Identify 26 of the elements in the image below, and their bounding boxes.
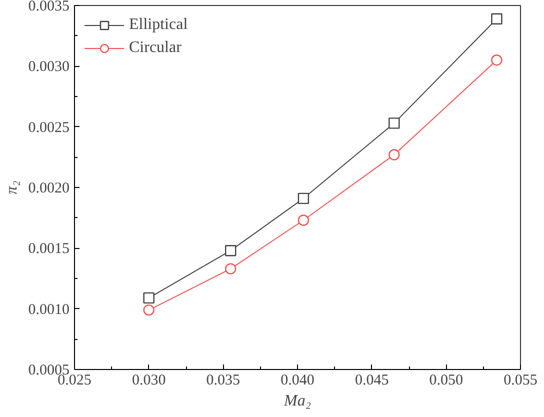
point	[298, 214, 310, 226]
point	[491, 54, 502, 66]
y-tick-label: 0.0020	[28, 180, 70, 196]
point	[225, 244, 236, 256]
point	[143, 292, 154, 304]
point	[225, 263, 236, 274]
y-tick-label: 0.0015	[28, 241, 70, 258]
point	[298, 192, 310, 204]
y-tick-label: 0.0010	[28, 302, 70, 318]
x-axis-title: Ma₂	[283, 392, 312, 410]
x-tick-label: 0.045	[354, 372, 389, 388]
x-tick-label: 0.055	[504, 372, 538, 388]
point	[388, 149, 400, 160]
x-tick-label: 0.050	[429, 372, 464, 388]
x-tick-label: 0.030	[132, 372, 166, 388]
x-tick-label: 0.035	[206, 372, 240, 388]
point	[491, 13, 502, 24]
y-tick-label: 0.0030	[28, 59, 70, 76]
y-axis-title: π₂	[3, 180, 20, 194]
legend-label: Circular	[129, 39, 182, 57]
y-tick-label: 0.0025	[28, 120, 70, 136]
legend-label: Elliptical	[129, 16, 188, 34]
point	[388, 118, 400, 129]
x-tick-label: 0.040	[280, 372, 314, 388]
point	[143, 304, 154, 316]
y-tick-label: 0.0035	[28, 0, 70, 14]
